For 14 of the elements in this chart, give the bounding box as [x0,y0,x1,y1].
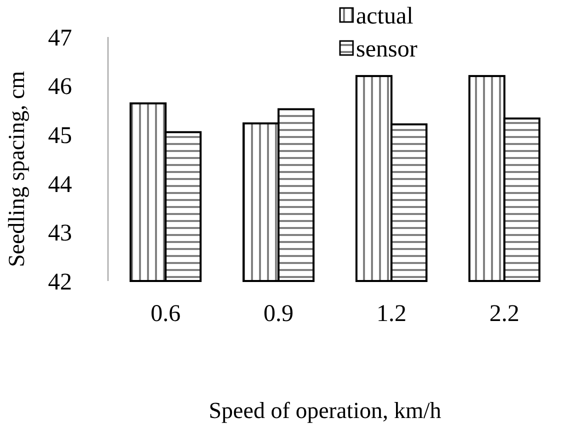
x-axis-title: Speed of operation, km/h [208,398,442,423]
y-tick-label: 43 [48,220,72,247]
legend-label: sensor [356,36,418,62]
x-tick-label: 1.2 [376,301,406,327]
legend-label: actual [356,3,414,30]
y-tick-label: 47 [48,25,72,52]
x-tick-label: 0.9 [264,301,294,327]
x-tick-label: 0.6 [150,301,181,327]
x-tick-label: 2.2 [489,301,520,327]
y-tick-label: 46 [48,74,72,100]
y-tick-label: 45 [48,123,72,149]
y-axis-title: Seedling spacing, cm [4,70,29,268]
y-tick-label: 42 [48,269,72,296]
y-tick-label: 44 [48,172,72,198]
